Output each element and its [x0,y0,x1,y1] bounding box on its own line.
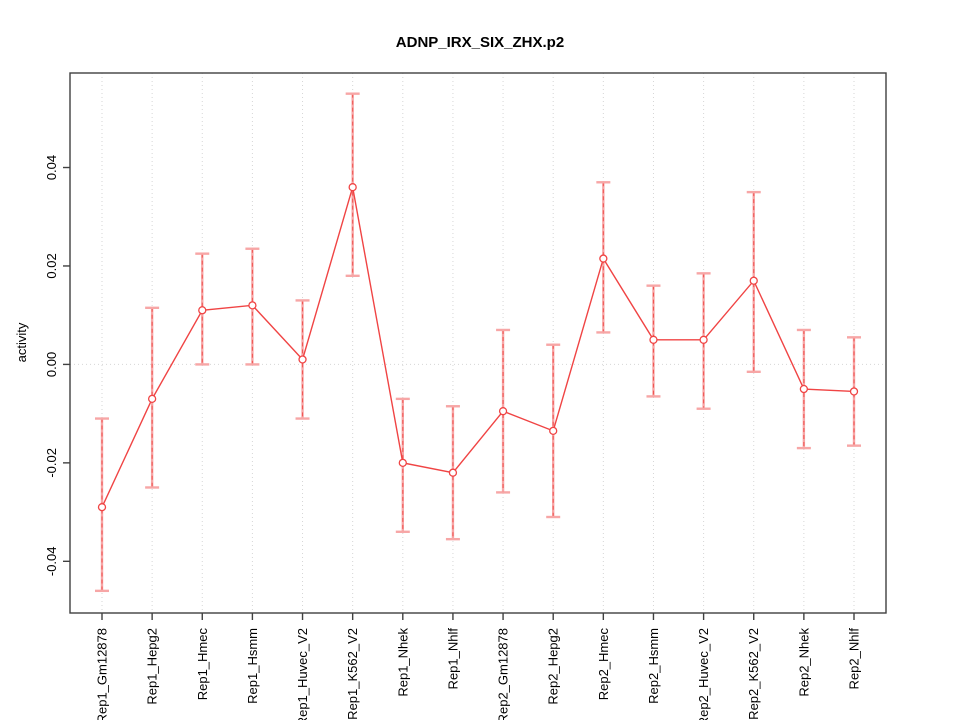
x-category-label: Rep1_Hmec [195,628,210,701]
data-point [348,183,357,192]
data-point [398,458,407,468]
error-bars-layer [95,92,861,593]
x-category-label: Rep2_K562_V2 [746,628,761,720]
x-category-label: Rep1_Hepg2 [145,628,160,705]
gridlines-layer [70,73,886,613]
y-tick-label: 0.02 [44,253,59,278]
axes-layer [63,72,887,620]
x-category-label: Rep2_Gm12878 [496,628,511,720]
series-line-layer [101,187,855,508]
data-point [498,407,508,416]
data-point [699,335,708,344]
axis-labels-layer: -0.04 -0.02 0.00 0.02 0.04 Rep1_Gm12878 Rep1_H… [44,155,862,720]
series-line [101,187,855,508]
data-point [198,306,207,315]
x-category-label: Rep1_Huvec_V2 [295,628,310,720]
data-point [849,387,859,396]
y-tick-label: -0.04 [44,546,59,576]
data-point [649,335,658,344]
data-point [549,426,558,436]
data-point [147,394,157,404]
x-category-label: Rep1_Nhlf [445,628,460,690]
x-category-label: Rep2_Nhlf [847,628,862,690]
x-category-label: Rep2_Huvec_V2 [696,628,711,720]
data-point [97,503,107,512]
x-category-label: Rep1_Gm12878 [95,628,110,720]
y-tick-label: 0.04 [44,155,59,180]
x-category-label: Rep2_Hsmm [646,628,661,704]
data-point [248,301,257,310]
data-points-layer [97,183,859,512]
data-point [749,276,758,285]
x-category-label: Rep1_Hsmm [245,628,260,704]
data-point [298,355,307,364]
data-point [448,468,458,477]
data-point [599,254,608,263]
x-category-label: Rep2_Hepg2 [546,628,561,705]
data-point [799,384,809,394]
chart-title: ADNP_IRX_SIX_ZHX.p2 [396,34,564,51]
x-category-label: Rep2_Nhek [796,628,811,697]
y-tick-label: 0.00 [44,352,59,377]
y-axis-label: activity [14,322,29,362]
plot-box [69,72,887,614]
x-category-label: Rep1_Nhek [395,628,410,697]
x-category-label: Rep1_K562_V2 [345,628,360,720]
y-tick-label: -0.02 [44,448,59,478]
x-category-label: Rep2_Hmec [596,628,611,701]
